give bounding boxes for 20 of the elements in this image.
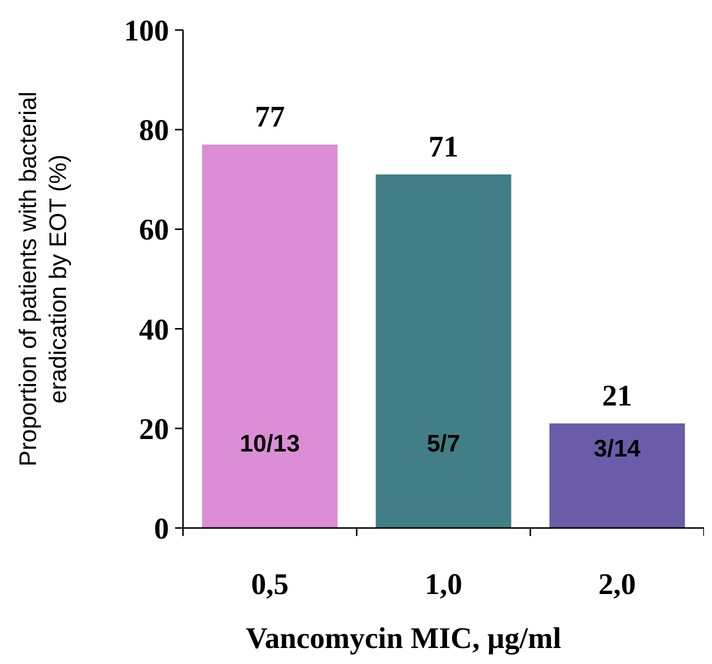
bar	[549, 423, 685, 528]
data-label: 77	[254, 100, 285, 134]
bar	[202, 144, 338, 528]
y-tick-label: 20	[139, 412, 169, 446]
y-tick-label: 40	[139, 313, 169, 346]
annotation: 3/14	[594, 435, 642, 462]
annotation: 10/13	[240, 430, 300, 458]
x-tick-label: 2,0	[598, 568, 636, 601]
y-tick-label: 80	[139, 114, 169, 148]
x-tick-label: 0,5	[251, 568, 289, 601]
y-tick-label: 60	[139, 214, 169, 247]
bar	[376, 174, 512, 528]
data-label: 71	[428, 130, 458, 164]
y-axis-title: Proportion of patients with bacterial eradication by EOT (%)	[15, 92, 72, 466]
y-tick-label: 0	[154, 512, 169, 546]
data-label: 21	[602, 379, 632, 412]
x-axis-title: Vancomycin MIC, µg/ml	[246, 622, 562, 655]
y-tick-label: 100	[124, 14, 169, 48]
x-tick-label: 1,0	[424, 568, 462, 601]
annotation: 5/7	[426, 430, 460, 458]
